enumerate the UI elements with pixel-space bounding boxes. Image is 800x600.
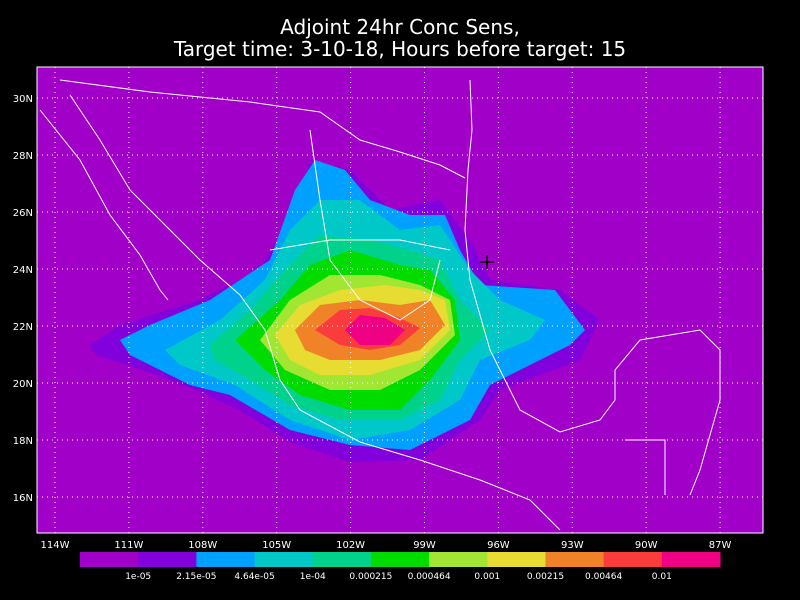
colorbar-label: 1e-05 <box>125 572 151 582</box>
colorbar-label: 2.15e-05 <box>176 572 216 582</box>
lat-label: 22N <box>13 322 33 333</box>
colorbar-label: 0.000215 <box>349 572 392 582</box>
state-border <box>269 239 451 251</box>
map-frame <box>36 66 764 534</box>
colorbar-swatch <box>487 552 546 567</box>
colorbar-label: 0.000464 <box>408 572 451 582</box>
colorbar-swatch <box>196 552 256 567</box>
colorbar-label: 0.00215 <box>527 572 564 582</box>
lon-label: 96W <box>487 540 510 551</box>
coast <box>39 109 169 301</box>
colorbar-label: 1e-04 <box>300 572 326 582</box>
lon-label: 90W <box>635 540 658 551</box>
colorbar-swatch <box>603 552 663 567</box>
target-marker <box>480 255 494 269</box>
colorbar-swatch <box>545 552 605 567</box>
lat-label: 18N <box>13 436 33 447</box>
coast <box>464 79 721 496</box>
colorbar-swatch <box>80 552 139 567</box>
grid <box>37 67 763 533</box>
lon-label: 114W <box>41 540 70 551</box>
coast <box>69 94 561 531</box>
lon-label: 99W <box>413 540 436 551</box>
lon-label: 105W <box>262 540 291 551</box>
lat-label: 24N <box>13 265 33 276</box>
state-border <box>309 129 441 321</box>
lat-label: 30N <box>13 94 33 105</box>
lat-label: 26N <box>13 208 33 219</box>
colorbar-swatch <box>661 552 721 567</box>
colorbar-label: 0.01 <box>652 572 672 582</box>
title-line1: Adjoint 24hr Conc Sens, <box>280 15 520 39</box>
colorbar-swatch <box>370 552 430 567</box>
lat-label: 20N <box>13 379 33 390</box>
title-line2: Target time: 3-10-18, Hours before targe… <box>173 37 626 61</box>
border <box>59 79 466 179</box>
colorbar-swatch <box>254 552 314 567</box>
lon-label: 87W <box>709 540 732 551</box>
colorbar-label: 0.001 <box>474 572 500 582</box>
colorbar-label: 0.00464 <box>585 572 622 582</box>
colorbar-label: 4.64e-05 <box>234 572 274 582</box>
lon-label: 93W <box>561 540 584 551</box>
colorbar-swatch <box>138 552 197 567</box>
lon-label: 111W <box>114 540 143 551</box>
colorbar-swatch <box>429 552 488 567</box>
state-border <box>625 439 666 495</box>
lon-label: 102W <box>336 540 365 551</box>
colorbar-swatch <box>312 552 372 567</box>
coastlines <box>39 79 721 531</box>
contour <box>345 315 405 345</box>
lat-label: 28N <box>13 151 33 162</box>
lat-label: 16N <box>13 493 33 504</box>
lon-label: 108W <box>188 540 217 551</box>
